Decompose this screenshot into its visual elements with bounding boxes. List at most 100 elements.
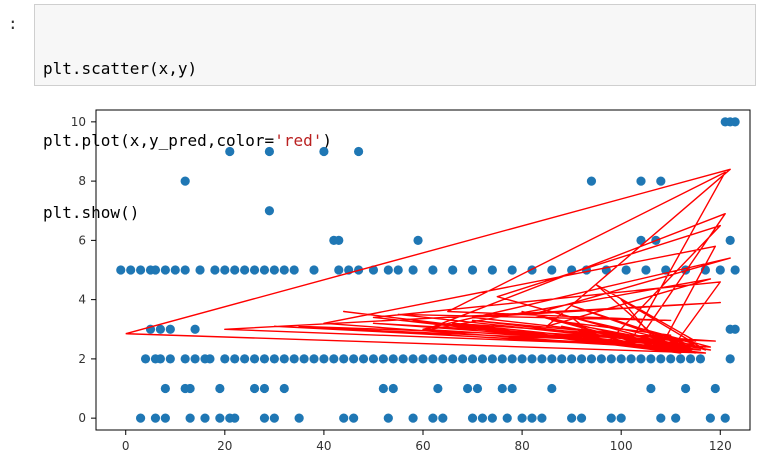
plot-frame (95, 109, 751, 431)
scatter-point (309, 354, 319, 364)
scatter-point (438, 413, 448, 423)
scatter-point (507, 265, 517, 275)
scatter-point (249, 354, 260, 364)
scatter-point (264, 206, 275, 216)
scatter-point (215, 413, 225, 423)
scatter-point (715, 265, 725, 275)
scatter-point (676, 354, 686, 364)
scatter-point (180, 265, 190, 275)
code-text: plt.show() (43, 203, 140, 222)
scatter-point (230, 265, 240, 275)
scatter-point (448, 354, 458, 364)
scatter-point (537, 354, 547, 364)
scatter-point (339, 413, 349, 423)
scatter-point (527, 354, 537, 364)
x-tick-label: 20 (217, 439, 232, 453)
scatter-point (497, 354, 507, 364)
scatter-point (319, 146, 329, 157)
scatter-point (695, 354, 706, 364)
scatter-point (656, 413, 666, 423)
scatter-point (472, 383, 483, 394)
scatter-point (195, 265, 205, 275)
scatter-point (428, 413, 438, 423)
scatter-point (448, 265, 458, 275)
scatter-point (502, 413, 512, 423)
scatter-point (626, 354, 636, 364)
scatter-point (353, 146, 364, 157)
y-tick-label: 0 (78, 411, 86, 425)
scatter-point (220, 354, 230, 364)
scatter-point (596, 354, 606, 364)
scatter-point (388, 354, 398, 364)
scatter-point (160, 383, 170, 394)
scatter-point (507, 354, 517, 364)
scatter-point (368, 354, 379, 364)
scatter-point (462, 383, 473, 394)
scatter-point (249, 383, 260, 394)
scatter-point (547, 354, 557, 364)
scatter-point (487, 413, 497, 423)
scatter-point (200, 413, 210, 423)
scatter-point (309, 265, 319, 275)
scatter-point (165, 324, 175, 334)
scatter-point (646, 383, 656, 394)
scatter-point (388, 383, 398, 394)
scatter-point (586, 354, 597, 364)
scatter-point (190, 324, 200, 334)
scatter-point (477, 413, 488, 423)
scatter-point (576, 354, 587, 364)
scatter-point (289, 265, 299, 275)
scatter-point (413, 235, 423, 245)
scatter-point (606, 354, 616, 364)
scatter-point (279, 354, 289, 364)
scatter-point (680, 383, 691, 394)
scatter-point (467, 413, 478, 423)
x-tick-label: 80 (514, 439, 529, 453)
scatter-point (378, 383, 388, 394)
scatter-point (616, 413, 626, 423)
scatter-point (279, 265, 289, 275)
scatter-point (240, 354, 250, 364)
scatter-point (537, 413, 547, 423)
scatter-point (477, 354, 488, 364)
scatter-point (135, 265, 146, 275)
scatter-point (383, 265, 393, 275)
scatter-point (393, 265, 403, 275)
scatter-point (220, 265, 230, 275)
scatter-point (428, 354, 438, 364)
scatter-point (527, 413, 537, 423)
scatter-point (170, 265, 180, 275)
cell-output: 0 20 40 60 80 100 120 0 2 4 6 8 10 (34, 96, 756, 463)
code-line-3: plt.show() (43, 201, 755, 225)
scatter-point (438, 354, 448, 364)
scatter-point (567, 413, 577, 423)
scatter-point (467, 354, 478, 364)
code-line-2: plt.plot(x,y_pred,color='red') (43, 129, 755, 153)
code-cell-editor[interactable]: plt.scatter(x,y) plt.plot(x,y_pred,color… (34, 4, 756, 222)
scatter-point (720, 413, 730, 423)
scatter-point (547, 383, 557, 394)
scatter-point (641, 265, 651, 275)
scatter-point (621, 265, 631, 275)
scatter-point (517, 354, 527, 364)
scatter-point (126, 265, 136, 275)
y-tick-label: 8 (78, 174, 86, 188)
scatter-point (279, 383, 289, 394)
scatter-point (383, 413, 393, 423)
scatter-point (150, 413, 161, 423)
scatter-point (140, 354, 151, 364)
scatter-point (135, 413, 146, 423)
x-tick-label: 120 (709, 439, 732, 453)
scatter-point (180, 176, 190, 186)
scatter-point (433, 383, 443, 394)
x-tick-label: 60 (415, 439, 430, 453)
scatter-plot: 0 20 40 60 80 100 120 0 2 4 6 8 10 (71, 109, 751, 453)
scatter-point (269, 265, 279, 275)
code-text: ) (322, 131, 332, 150)
scatter-point (368, 265, 379, 275)
scatter-point (487, 354, 497, 364)
x-tick-label: 40 (316, 439, 331, 453)
scatter-point (487, 265, 497, 275)
y-tick-label: 6 (78, 233, 86, 247)
code-string: 'red' (274, 131, 323, 150)
